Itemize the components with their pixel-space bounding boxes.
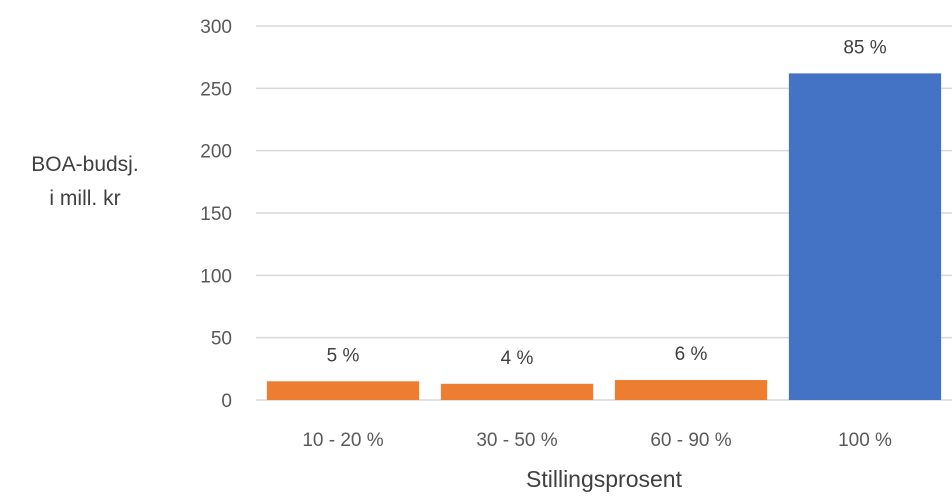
data-label: 4 % — [501, 348, 534, 369]
data-label: 5 % — [327, 345, 360, 366]
y-tick-label: 150 — [200, 204, 232, 225]
y-axis-ticks: 0 50 100 150 200 250 300 — [200, 17, 232, 412]
y-tick-label: 50 — [211, 329, 232, 350]
y-tick-label: 100 — [200, 266, 232, 287]
y-axis-title-line-1: BOA-budsj. — [31, 153, 139, 176]
x-tick-label: 30 - 50 % — [476, 430, 557, 451]
data-labels: 5 % 4 % 6 % 85 % — [327, 37, 887, 368]
bar — [266, 381, 420, 400]
data-label: 6 % — [675, 344, 708, 365]
bar — [788, 73, 942, 400]
x-tick-label: 100 % — [838, 430, 892, 451]
x-tick-label: 10 - 20 % — [302, 430, 383, 451]
y-axis-title-line-2: i mill. kr — [49, 187, 121, 210]
y-tick-label: 200 — [200, 142, 232, 163]
x-axis-ticks: 10 - 20 % 30 - 50 % 60 - 90 % 100 % — [302, 430, 892, 451]
y-tick-label: 300 — [200, 17, 232, 38]
y-tick-label: 250 — [200, 79, 232, 100]
y-axis-title: BOA-budsj. i mill. kr — [0, 148, 170, 216]
data-label: 85 % — [843, 37, 886, 58]
bar — [440, 383, 594, 400]
bar — [614, 380, 768, 400]
x-axis-title: Stillingsprosent — [526, 466, 682, 492]
y-tick-label: 0 — [221, 391, 232, 412]
bars — [266, 73, 942, 400]
x-tick-label: 60 - 90 % — [650, 430, 731, 451]
